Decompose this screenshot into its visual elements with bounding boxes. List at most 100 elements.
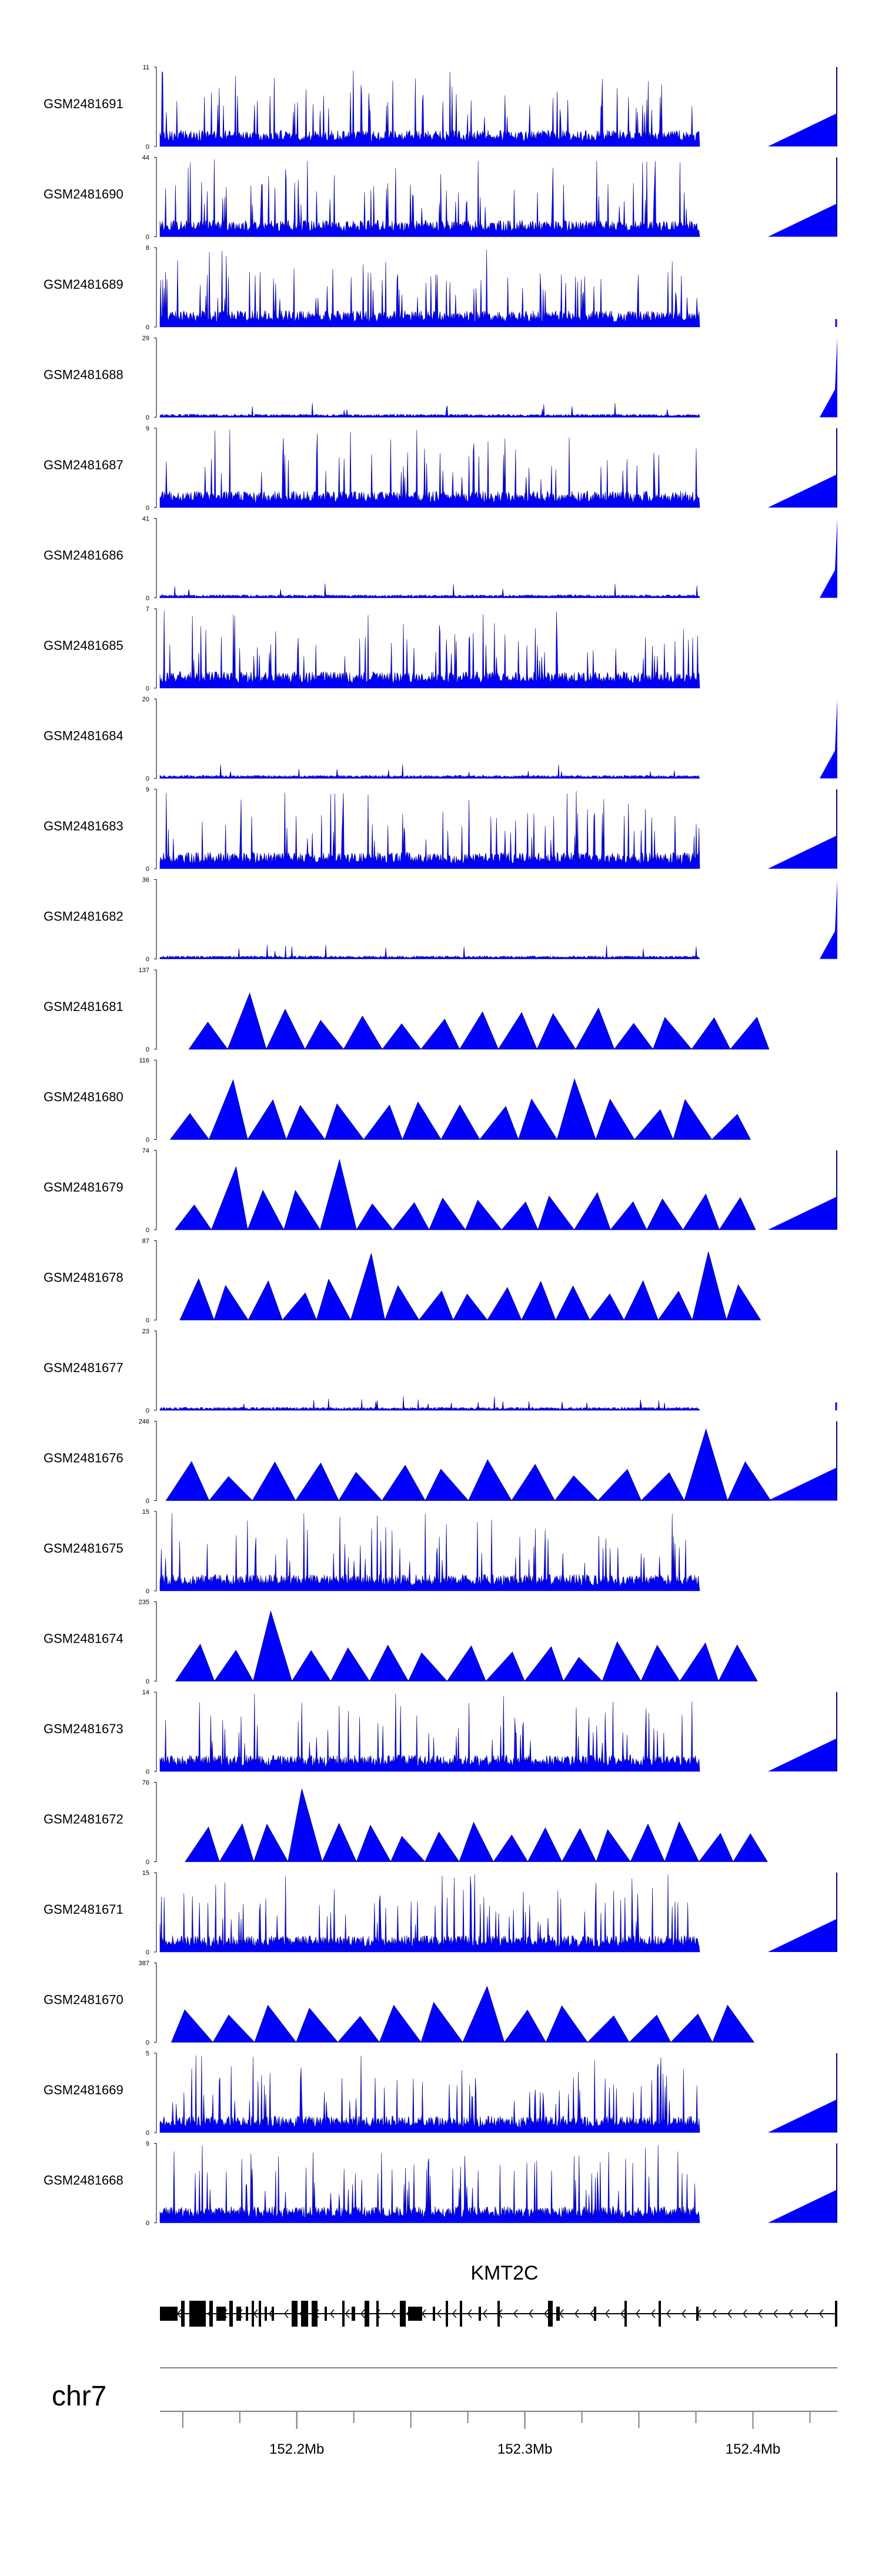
track-zero-label: 0 bbox=[146, 956, 149, 963]
track-max-label: 246 bbox=[139, 1419, 149, 1426]
gene-exon bbox=[556, 2307, 560, 2321]
track-zero-label: 0 bbox=[146, 1769, 149, 1776]
strand-arrow bbox=[284, 2309, 289, 2318]
coverage-track: GSM2481668 9 0 bbox=[44, 2141, 837, 2227]
track-zero-label: 0 bbox=[146, 776, 149, 783]
track-max-label: 5 bbox=[146, 2050, 149, 2057]
coverage-track: GSM2481690 44 0 bbox=[44, 155, 837, 241]
coverage-signal bbox=[700, 1759, 764, 1771]
coverage-signal bbox=[768, 474, 837, 508]
track-name: GSM2481672 bbox=[44, 1812, 123, 1827]
coverage-signal bbox=[700, 776, 764, 779]
coverage-signal bbox=[159, 1693, 700, 1772]
strand-arrow bbox=[345, 2309, 350, 2318]
track-zero-label: 0 bbox=[146, 685, 149, 692]
strand-arrow bbox=[758, 2309, 763, 2318]
gene-exon bbox=[365, 2301, 369, 2327]
coverage-signal bbox=[159, 1874, 700, 1953]
coverage-track: GSM2481686 41 0 bbox=[44, 516, 837, 602]
track-name: GSM2481674 bbox=[44, 1631, 123, 1646]
coverage-track: GSM2481685 7 0 bbox=[44, 606, 764, 692]
track-zero-label: 0 bbox=[146, 1859, 149, 1866]
coverage-track: GSM2481674 235 0 bbox=[44, 1599, 758, 1686]
gene-exon bbox=[696, 2307, 699, 2321]
track-zero-label: 0 bbox=[146, 1949, 149, 1956]
coverage-signal bbox=[159, 764, 700, 779]
track-max-label: 9 bbox=[146, 2141, 149, 2148]
track-max-label: 20 bbox=[142, 696, 149, 703]
coverage-signal bbox=[169, 1078, 751, 1140]
track-name: GSM2481670 bbox=[44, 1993, 123, 2007]
coverage-signal bbox=[700, 2210, 764, 2223]
coverage-track: GSM2481673 14 0 bbox=[44, 1689, 837, 1776]
track-name: GSM2481686 bbox=[44, 548, 123, 563]
track-zero-label: 0 bbox=[146, 1407, 149, 1414]
coverage-signal bbox=[700, 856, 764, 869]
coverage-signal bbox=[768, 2189, 837, 2223]
coverage-signal bbox=[700, 1578, 764, 1591]
coverage-signal bbox=[768, 203, 837, 237]
track-name: GSM2481683 bbox=[44, 819, 123, 833]
coverage-track: GSM2481671 15 0 bbox=[44, 1870, 837, 1956]
gene-exon bbox=[479, 2307, 481, 2321]
strand-arrow bbox=[789, 2309, 793, 2318]
coverage-signal bbox=[820, 338, 837, 418]
strand-arrow bbox=[636, 2309, 640, 2318]
track-zero-label: 0 bbox=[146, 2220, 149, 2227]
coverage-signal bbox=[768, 2099, 837, 2133]
track-name: GSM2481677 bbox=[44, 1360, 123, 1375]
gene-exon bbox=[548, 2301, 553, 2327]
track-max-label: 14 bbox=[142, 1689, 149, 1696]
track-name: GSM2481690 bbox=[44, 187, 123, 202]
coverage-signal bbox=[174, 1159, 756, 1231]
track-zero-label: 0 bbox=[146, 144, 149, 151]
gene-exon bbox=[446, 2301, 448, 2327]
coverage-track: GSM2481688 29 0 bbox=[44, 335, 837, 422]
coverage-signal bbox=[159, 429, 700, 508]
coverage-signal bbox=[700, 415, 764, 418]
coverage-signal bbox=[700, 134, 764, 146]
track-max-label: 15 bbox=[142, 1870, 149, 1877]
coverage-signal bbox=[820, 879, 837, 959]
track-name: GSM2481676 bbox=[44, 1451, 123, 1466]
strand-arrow bbox=[743, 2309, 747, 2318]
gene-exon bbox=[342, 2301, 345, 2327]
coverage-signal bbox=[768, 1918, 837, 1952]
gene-exon bbox=[624, 2301, 627, 2327]
coverage-signal bbox=[171, 1986, 755, 2043]
coverage-signal bbox=[768, 1467, 837, 1501]
track-zero-label: 0 bbox=[146, 324, 149, 331]
coverage-signal bbox=[159, 2055, 700, 2133]
strand-arrow bbox=[712, 2309, 717, 2318]
strand-arrow bbox=[819, 2309, 824, 2318]
coverage-signal bbox=[175, 1610, 758, 1682]
track-zero-label: 0 bbox=[146, 1227, 149, 1234]
coverage-track: GSM2481689 8 0 bbox=[44, 245, 837, 331]
track-zero-label: 0 bbox=[146, 1588, 149, 1595]
coverage-signal bbox=[159, 2145, 700, 2223]
strand-arrow bbox=[391, 2309, 396, 2318]
genome-axis: chr7 152.2Mb 152.3Mb 152.4Mb bbox=[52, 2367, 837, 2457]
gene-exon bbox=[181, 2301, 185, 2327]
strand-arrow bbox=[437, 2309, 442, 2318]
chromosome-label: chr7 bbox=[52, 2381, 106, 2412]
track-zero-label: 0 bbox=[146, 1498, 149, 1505]
track-zero-label: 0 bbox=[146, 1317, 149, 1324]
gene-exon bbox=[594, 2307, 596, 2321]
track-max-label: 387 bbox=[139, 1960, 149, 1967]
gene-exon bbox=[265, 2307, 267, 2321]
gene-exon bbox=[497, 2301, 500, 2327]
track-name: GSM2481681 bbox=[44, 999, 123, 1014]
gene-exon bbox=[301, 2301, 308, 2327]
track-name: GSM2481679 bbox=[44, 1180, 123, 1194]
coverage-track: GSM2481691 11 0 bbox=[44, 64, 837, 151]
track-max-label: 36 bbox=[142, 877, 149, 884]
gene-exon bbox=[659, 2301, 661, 2327]
coverage-signal bbox=[700, 1407, 764, 1410]
track-max-label: 9 bbox=[146, 425, 149, 432]
coverage-track: GSM2481683 9 0 bbox=[44, 786, 837, 873]
strand-arrow bbox=[574, 2309, 579, 2318]
strand-arrow bbox=[360, 2309, 365, 2318]
track-name: GSM2481668 bbox=[44, 2173, 123, 2188]
